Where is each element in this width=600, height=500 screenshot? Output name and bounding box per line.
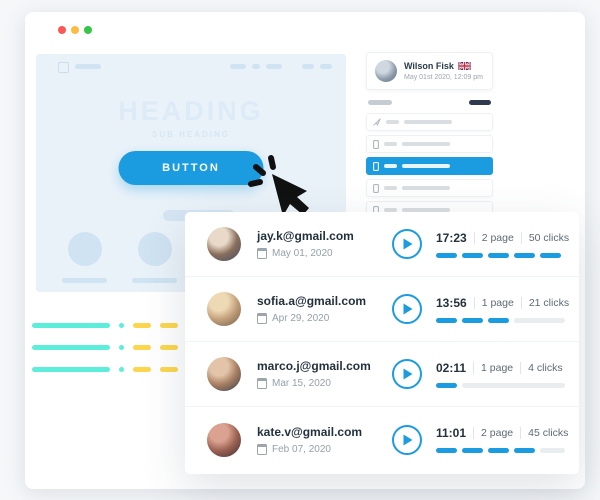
- session-clicks: 4 clicks: [528, 361, 563, 374]
- avatar: [207, 292, 241, 326]
- play-icon: [403, 368, 412, 380]
- session-row[interactable]: jay.k@gmail.com May 01, 2020 17:23 2 pag…: [185, 212, 579, 277]
- session-email: jay.k@gmail.com: [257, 229, 354, 243]
- phone-icon: [373, 161, 379, 171]
- session-email: kate.v@gmail.com: [257, 424, 363, 439]
- user-name: Wilson Fisk: [404, 60, 454, 71]
- session-progress-bar: [436, 448, 565, 453]
- session-clicks: 45 clicks: [528, 427, 569, 439]
- window-titlebar: [25, 12, 585, 54]
- session-duration: 17:23: [436, 230, 467, 245]
- feature-circle-placeholder: [68, 232, 102, 266]
- session-email: sofia.a@gmail.com: [257, 294, 367, 308]
- avatar: [207, 227, 241, 261]
- site-nav-placeholder: [230, 64, 332, 69]
- uk-flag-icon: [457, 62, 471, 70]
- play-button[interactable]: [392, 424, 422, 455]
- feature-label-placeholder: [132, 278, 177, 283]
- session-clicks: 50 clicks: [528, 231, 570, 244]
- play-icon: [403, 238, 412, 250]
- browser-window: HEADING SUB HEADING BUTTON Wilson Fisk: [25, 12, 585, 489]
- session-pages: 1 page: [481, 361, 514, 374]
- sidebar-header: [366, 98, 493, 109]
- play-button[interactable]: [392, 294, 422, 324]
- session-clicks: 21 clicks: [528, 296, 570, 309]
- minimize-window-button[interactable]: [71, 26, 79, 34]
- user-card[interactable]: Wilson Fisk May 01st 2020, 12:09 pm: [366, 52, 493, 90]
- maximize-window-button[interactable]: [84, 26, 92, 34]
- session-progress-bar: [436, 382, 565, 388]
- session-pages: 2 page: [481, 427, 514, 439]
- session-duration: 02:11: [436, 360, 467, 375]
- session-progress-bar: [436, 252, 565, 258]
- recording-list-item[interactable]: [366, 179, 493, 197]
- play-icon: [403, 303, 412, 315]
- feature-circle-placeholder: [138, 232, 172, 266]
- recording-list-item[interactable]: [366, 135, 493, 153]
- session-progress-bar: [436, 317, 565, 323]
- play-button[interactable]: [392, 359, 422, 389]
- recording-list-item[interactable]: [366, 113, 493, 131]
- session-date: May 01, 2020: [272, 248, 333, 259]
- calendar-icon: [257, 378, 267, 389]
- calendar-icon: [257, 313, 267, 324]
- session-row[interactable]: sofia.a@gmail.com Apr 29, 2020 13:56 1 p…: [185, 277, 579, 342]
- site-logo-icon: [58, 62, 69, 73]
- session-duration: 11:01: [436, 426, 467, 440]
- sidebar-action-placeholder[interactable]: [469, 100, 491, 105]
- cursor-click-icon: [248, 155, 309, 216]
- phone-icon: [373, 139, 379, 149]
- session-row[interactable]: kate.v@gmail.com Feb 07, 2020 11:01 2 pa…: [185, 407, 579, 472]
- feature-label-placeholder: [62, 278, 107, 283]
- avatar: [375, 60, 397, 82]
- calendar-icon: [257, 443, 267, 455]
- sidebar-title-placeholder: [368, 100, 392, 105]
- navigation-arrow-icon: [373, 118, 381, 126]
- user-datetime: May 01st 2020, 12:09 pm: [404, 73, 483, 81]
- close-window-button[interactable]: [58, 26, 66, 34]
- session-date: Feb 07, 2020: [272, 443, 331, 455]
- session-date: Apr 29, 2020: [272, 313, 330, 324]
- session-date: Mar 15, 2020: [272, 378, 331, 389]
- hero-button[interactable]: BUTTON: [118, 151, 264, 185]
- recording-list-item-selected[interactable]: [366, 157, 493, 175]
- hero-subheading: SUB HEADING: [151, 130, 230, 139]
- session-pages: 2 page: [481, 231, 514, 244]
- session-duration: 13:56: [436, 295, 467, 310]
- play-icon: [403, 434, 412, 445]
- avatar: [207, 357, 241, 391]
- phone-icon: [373, 183, 379, 193]
- session-email: marco.j@gmail.com: [257, 359, 371, 373]
- play-button[interactable]: [392, 229, 422, 259]
- session-row[interactable]: marco.j@gmail.com Mar 15, 2020 02:11 1 p…: [185, 342, 579, 407]
- decorative-lines: [32, 323, 205, 389]
- session-pages: 1 page: [481, 296, 514, 309]
- calendar-icon: [257, 248, 267, 259]
- site-logo-text-placeholder: [75, 64, 101, 69]
- avatar: [207, 422, 241, 457]
- hero-heading: HEADING: [118, 96, 264, 126]
- session-list-panel: jay.k@gmail.com May 01, 2020 17:23 2 pag…: [185, 212, 579, 474]
